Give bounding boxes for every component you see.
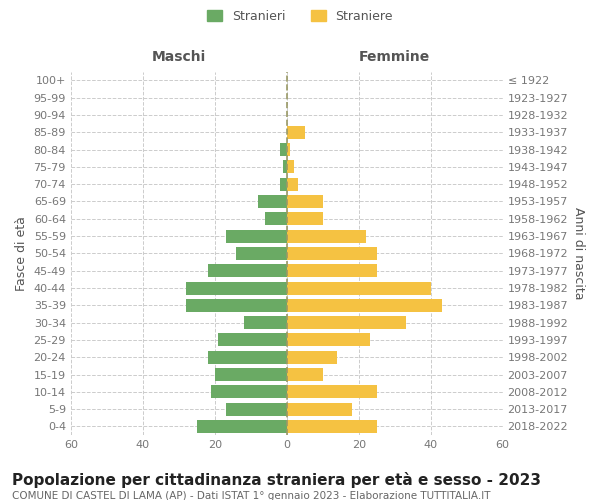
Bar [287, 299, 442, 312]
Bar [197, 420, 287, 433]
Bar [236, 247, 287, 260]
Bar [287, 178, 298, 190]
Bar [265, 212, 287, 226]
Text: Femmine: Femmine [359, 50, 430, 64]
Bar [287, 247, 377, 260]
Bar [226, 402, 287, 415]
Bar [186, 282, 287, 294]
Bar [287, 195, 323, 208]
Bar [211, 386, 287, 398]
Y-axis label: Anni di nascita: Anni di nascita [572, 207, 585, 300]
Bar [287, 351, 337, 364]
Bar [287, 282, 431, 294]
Bar [208, 264, 287, 277]
Bar [283, 160, 287, 173]
Bar [226, 230, 287, 242]
Bar [287, 316, 406, 329]
Y-axis label: Fasce di età: Fasce di età [15, 216, 28, 291]
Legend: Stranieri, Straniere: Stranieri, Straniere [203, 6, 397, 26]
Bar [287, 334, 370, 346]
Bar [208, 351, 287, 364]
Bar [218, 334, 287, 346]
Bar [287, 420, 377, 433]
Bar [287, 160, 294, 173]
Bar [287, 386, 377, 398]
Text: Maschi: Maschi [152, 50, 206, 64]
Bar [280, 178, 287, 190]
Bar [287, 230, 366, 242]
Bar [244, 316, 287, 329]
Bar [287, 126, 305, 139]
Bar [287, 143, 290, 156]
Bar [215, 368, 287, 381]
Bar [287, 264, 377, 277]
Bar [258, 195, 287, 208]
Bar [287, 212, 323, 226]
Bar [287, 368, 323, 381]
Bar [287, 402, 352, 415]
Text: Popolazione per cittadinanza straniera per età e sesso - 2023: Popolazione per cittadinanza straniera p… [12, 472, 541, 488]
Bar [280, 143, 287, 156]
Text: COMUNE DI CASTEL DI LAMA (AP) - Dati ISTAT 1° gennaio 2023 - Elaborazione TUTTIT: COMUNE DI CASTEL DI LAMA (AP) - Dati IST… [12, 491, 491, 500]
Bar [186, 299, 287, 312]
